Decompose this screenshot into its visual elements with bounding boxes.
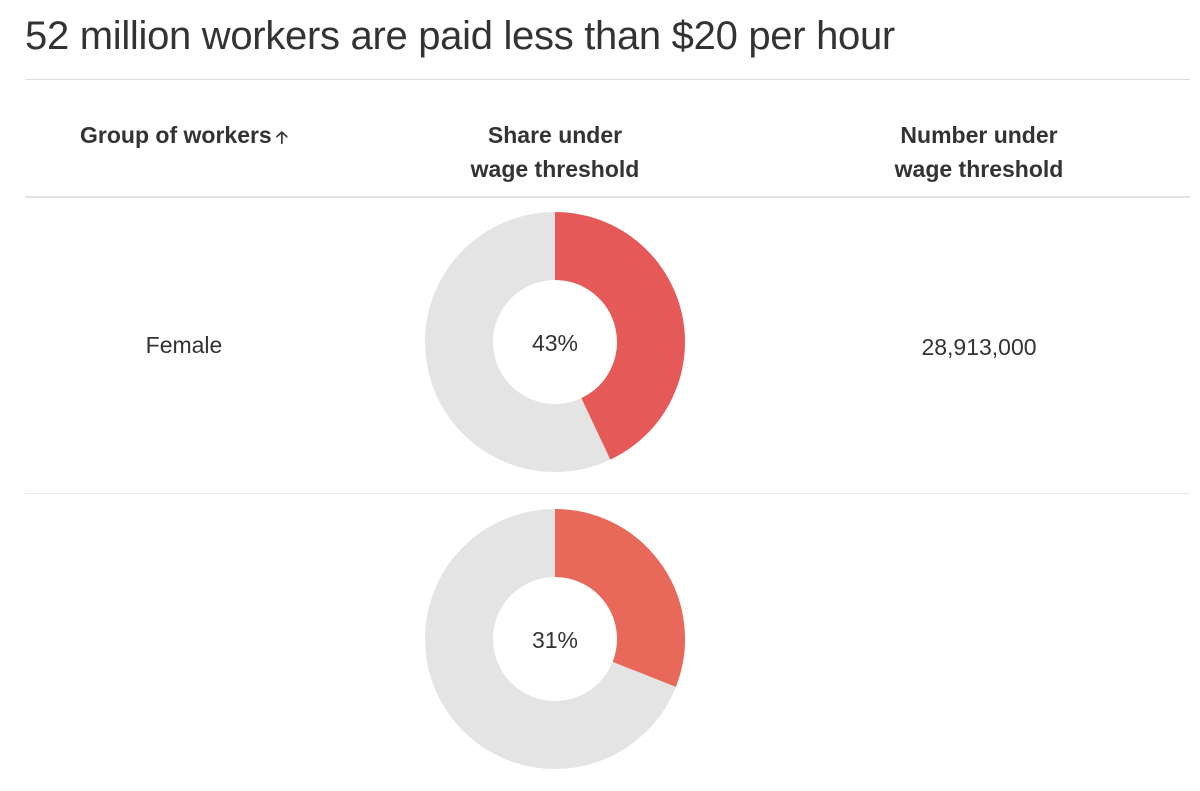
- row-divider: [25, 493, 1190, 494]
- donut-share-label: 31%: [532, 627, 578, 653]
- donut-share-arc: [553, 509, 685, 687]
- table-row: Female 43% 28,913,000: [25, 198, 1190, 494]
- column-header-share-line2: wage threshold: [470, 156, 640, 182]
- arrow-up-icon: 🡡: [275, 128, 288, 147]
- share-donut: 31%: [425, 509, 685, 769]
- column-header-share[interactable]: Share under wage threshold: [414, 118, 696, 186]
- title-divider: [25, 79, 1190, 80]
- column-header-number[interactable]: Number under wage threshold: [837, 118, 1121, 186]
- column-header-group[interactable]: Group of workers 🡡: [25, 118, 343, 155]
- table-header: Group of workers 🡡 Share under wage thres…: [25, 118, 1190, 188]
- header-divider: [25, 196, 1190, 198]
- share-donut: 43%: [425, 212, 685, 472]
- donut-share-label: 43%: [532, 330, 578, 356]
- column-header-group-label: Group of workers: [80, 122, 272, 148]
- column-header-share-line1: Share under: [487, 122, 623, 148]
- donut-share-arc: [553, 212, 685, 460]
- column-header-number-line1: Number under: [900, 122, 1058, 148]
- cell-group: Female: [145, 332, 223, 358]
- cell-number: 28,913,000: [921, 334, 1037, 360]
- table-row: 31%: [25, 495, 1190, 791]
- page-title: 52 million workers are paid less than $2…: [25, 14, 895, 58]
- column-header-number-line2: wage threshold: [894, 156, 1064, 182]
